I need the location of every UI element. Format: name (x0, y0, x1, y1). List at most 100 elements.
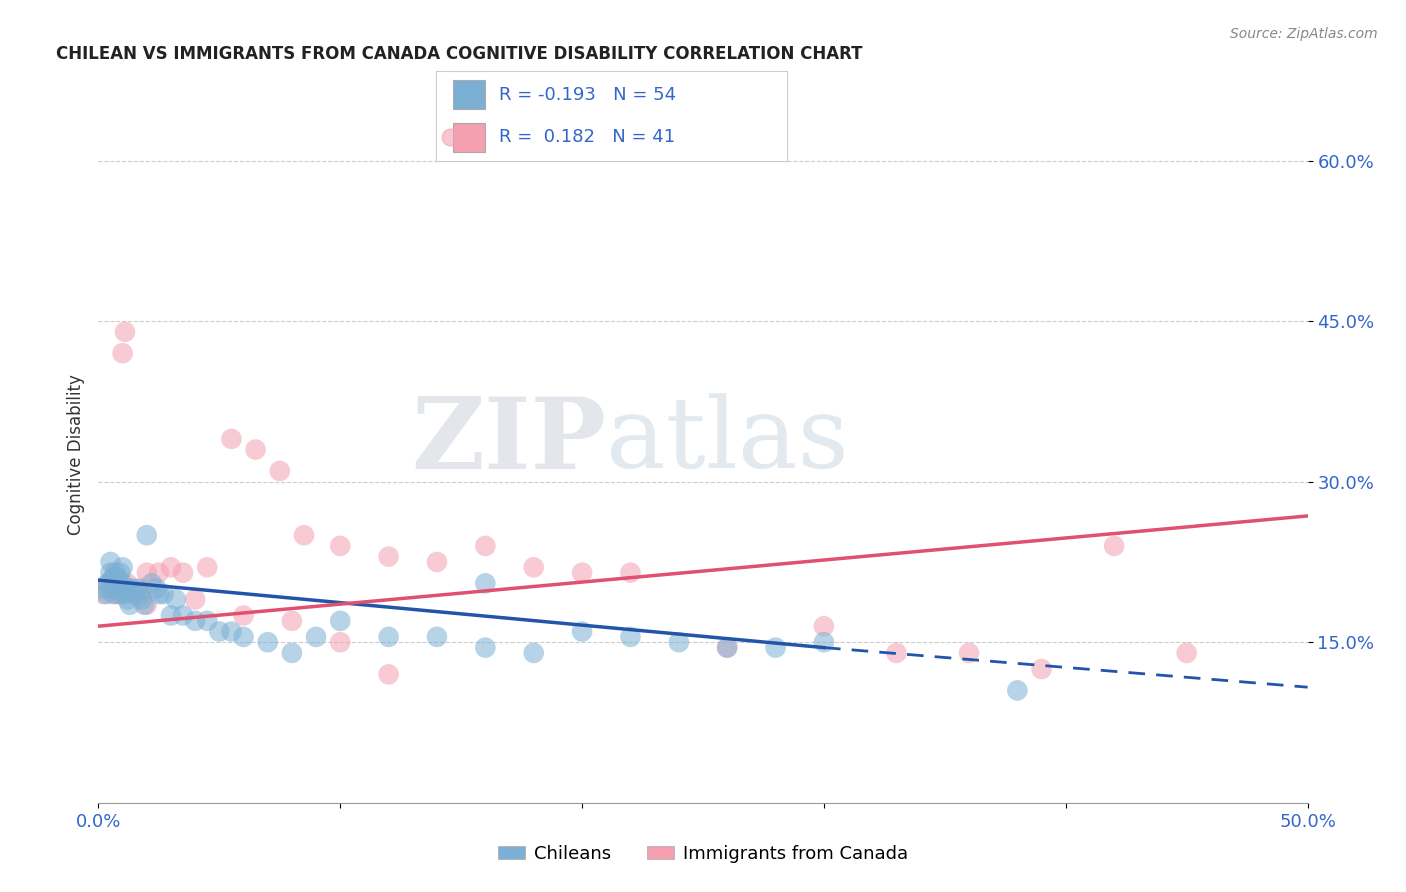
Point (114, 325, 136, 339)
Point (107, 582, 129, 596)
Point (100, 566, 122, 580)
Point (134, 598, 156, 612)
Point (377, 549, 399, 564)
Point (716, 640, 738, 655)
Point (619, 566, 641, 580)
Bar (453, 123, 485, 152)
Point (195, 560, 218, 574)
Point (523, 646, 546, 660)
Point (128, 587, 150, 601)
Point (118, 598, 141, 612)
Point (765, 640, 787, 655)
Point (957, 646, 980, 660)
Point (160, 608, 183, 623)
Point (108, 587, 131, 601)
Point (111, 576, 134, 591)
Point (114, 582, 136, 596)
Point (305, 630, 328, 644)
Point (111, 560, 134, 574)
Point (184, 614, 207, 628)
Point (172, 608, 194, 623)
Point (100, 582, 122, 596)
Point (107, 571, 129, 585)
Point (221, 432, 243, 446)
Point (107, 582, 129, 596)
Point (1175, 646, 1198, 660)
Point (148, 587, 170, 601)
Point (232, 608, 254, 623)
Point (152, 587, 174, 601)
Point (104, 576, 127, 591)
Y-axis label: Cognitive Disability: Cognitive Disability (66, 375, 84, 535)
Point (329, 635, 352, 649)
Point (813, 635, 835, 649)
Point (256, 635, 278, 649)
Point (619, 630, 641, 644)
Point (101, 571, 124, 585)
Point (124, 587, 146, 601)
Point (716, 640, 738, 655)
Point (1007, 683, 1029, 698)
Point (127, 582, 149, 596)
Point (571, 624, 593, 639)
Point (172, 566, 194, 580)
Point (135, 598, 157, 612)
Text: Source: ZipAtlas.com: Source: ZipAtlas.com (1230, 27, 1378, 41)
Point (160, 560, 183, 574)
Bar (453, 80, 485, 109)
Point (245, 442, 267, 457)
Point (135, 566, 157, 580)
Point (474, 640, 496, 655)
Text: atlas: atlas (606, 393, 849, 489)
Point (101, 587, 124, 601)
Point (131, 582, 153, 596)
Point (117, 592, 139, 607)
Point (232, 630, 254, 644)
Point (813, 619, 835, 633)
Point (108, 587, 131, 601)
Point (426, 555, 449, 569)
Point (426, 630, 449, 644)
Text: CHILEAN VS IMMIGRANTS FROM CANADA COGNITIVE DISABILITY CORRELATION CHART: CHILEAN VS IMMIGRANTS FROM CANADA COGNIT… (56, 45, 863, 62)
Point (523, 560, 546, 574)
Point (101, 571, 124, 585)
Point (165, 592, 187, 607)
Point (100, 555, 122, 569)
Point (221, 624, 243, 639)
Point (114, 587, 136, 601)
Point (571, 566, 593, 580)
Point (141, 576, 163, 591)
Point (148, 566, 170, 580)
Point (474, 539, 496, 553)
Point (668, 635, 690, 649)
Point (377, 667, 399, 681)
Point (377, 630, 399, 644)
Point (474, 576, 496, 591)
Point (1031, 662, 1053, 676)
Point (91, 582, 114, 596)
Point (208, 624, 231, 639)
Point (97, 576, 120, 591)
Point (329, 539, 352, 553)
Point (91, 587, 114, 601)
Text: R = -0.193   N = 54: R = -0.193 N = 54 (499, 86, 676, 103)
Point (111, 346, 134, 360)
Point (281, 614, 304, 628)
Point (124, 587, 146, 601)
Point (94, 587, 117, 601)
Text: ZIP: ZIP (412, 392, 606, 490)
Point (292, 528, 315, 542)
Point (145, 582, 167, 596)
Point (886, 646, 908, 660)
Point (104, 587, 127, 601)
Point (121, 582, 143, 596)
Point (97, 576, 120, 591)
Point (131, 592, 153, 607)
Point (195, 614, 218, 628)
Point (1102, 539, 1125, 553)
Point (184, 592, 207, 607)
Point (281, 646, 304, 660)
Legend: Chileans, Immigrants from Canada: Chileans, Immigrants from Canada (491, 838, 915, 871)
Point (117, 576, 139, 591)
Text: R =  0.182   N = 41: R = 0.182 N = 41 (499, 128, 675, 146)
